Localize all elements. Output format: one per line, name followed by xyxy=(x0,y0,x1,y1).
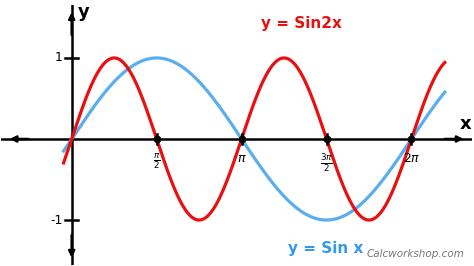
Text: $2\pi$: $2\pi$ xyxy=(402,152,420,165)
Text: -1: -1 xyxy=(50,214,63,227)
Text: y = Sin x: y = Sin x xyxy=(288,241,364,256)
Text: $\pi$: $\pi$ xyxy=(237,152,246,165)
Text: 1: 1 xyxy=(55,51,63,64)
Text: Calcworkshop.com: Calcworkshop.com xyxy=(367,250,465,259)
Text: $\frac{3\pi}{2}$: $\frac{3\pi}{2}$ xyxy=(320,152,333,174)
Text: $\frac{\pi}{2}$: $\frac{\pi}{2}$ xyxy=(153,152,160,171)
Text: y: y xyxy=(78,3,90,21)
Text: y = Sin2x: y = Sin2x xyxy=(261,16,342,31)
Text: x: x xyxy=(460,115,471,134)
